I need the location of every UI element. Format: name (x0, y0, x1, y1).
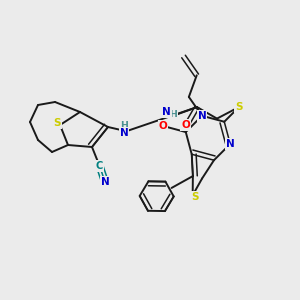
Text: O: O (159, 121, 167, 131)
Text: N: N (162, 107, 171, 117)
Text: N: N (120, 128, 128, 138)
Text: H: H (120, 121, 128, 130)
Text: S: S (53, 118, 61, 128)
Text: O: O (181, 120, 190, 130)
Text: S: S (235, 102, 243, 112)
Text: N: N (100, 177, 109, 187)
Text: H: H (169, 110, 177, 119)
Text: N: N (226, 139, 235, 149)
Text: N: N (198, 111, 206, 121)
Text: S: S (191, 192, 198, 202)
Text: C: C (95, 161, 103, 171)
